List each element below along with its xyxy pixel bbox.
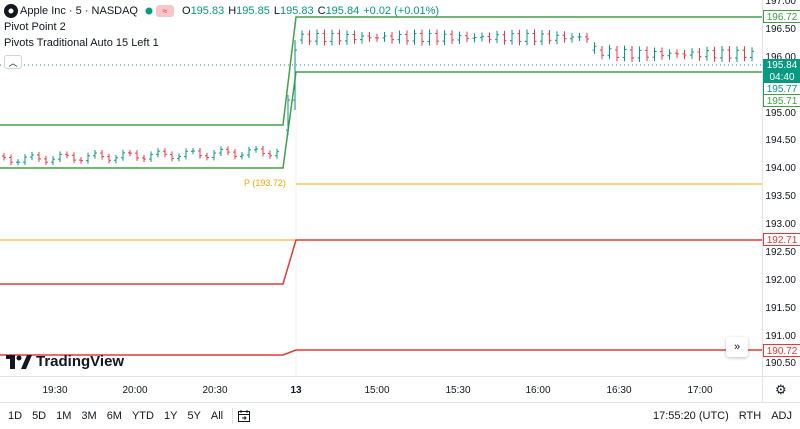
time-axis[interactable]: 19:30 20:00 20:30 13 15:00 15:30 16:00 16:30 17:… — [0, 376, 762, 402]
bottom-toolbar: 1D 5D 1M 3M 6M YTD 1Y 5Y All 17:55:20 (UTC) RTH … — [0, 402, 800, 428]
compare-icon[interactable]: ≈ — [156, 5, 174, 17]
time-tick-label: 20:30 — [202, 385, 228, 396]
ohlc-open-key: O — [182, 5, 191, 17]
range-button-1m[interactable]: 1M — [56, 409, 72, 422]
price-tick-label: 191.50 — [765, 303, 796, 314]
symbol-logo-icon[interactable] — [4, 4, 18, 18]
price-chart[interactable] — [0, 0, 762, 376]
price-tick-label: 193.50 — [765, 191, 796, 202]
bottom-right-controls: 17:55:20 (UTC) RTH ADJ — [653, 403, 792, 429]
ohlc-low-value: 195.83 — [279, 5, 314, 17]
indicator-pivots-traditional[interactable]: Pivots Traditional Auto 15 Left 1 — [4, 35, 443, 51]
range-button-5y[interactable]: 5Y — [187, 409, 201, 422]
bar-countdown-tag: 04:40 — [763, 71, 800, 84]
price-tick-label: 197.00 — [765, 0, 796, 7]
range-button-3m[interactable]: 3M — [81, 409, 97, 422]
pivot-s-tag-2: 190.72 — [763, 344, 800, 357]
ohlc-low-key: L — [273, 5, 280, 17]
ohlc-high-key: H — [228, 5, 237, 17]
range-button-1d[interactable]: 1D — [8, 409, 23, 422]
pivot-r1-tag: 196.72 — [763, 10, 800, 23]
separator — [232, 407, 234, 424]
price-tick-label: 196.50 — [765, 24, 796, 35]
ohlc-change: +0.02 (+0.01%) — [363, 5, 440, 17]
lower-green-tag: 195.71 — [763, 94, 800, 107]
range-button-1y[interactable]: 1Y — [163, 409, 178, 422]
range-button-all[interactable]: All — [210, 409, 224, 422]
pivot-s1-line — [0, 239, 762, 285]
time-tick-label: 13 — [290, 385, 302, 396]
time-tick-label: 16:00 — [525, 385, 551, 396]
indicator-pivots-traditional-label[interactable]: Pivots Traditional Auto 15 Left 1 — [4, 37, 159, 49]
pivot-r-line — [0, 16, 762, 126]
indicator-pivot-point-label[interactable]: Pivot Point 2 — [4, 21, 66, 33]
price-tick-label: 196.00 — [765, 52, 796, 63]
price-tick-label: 191.00 — [765, 331, 796, 342]
chart-legend: Apple Inc · 5 · NASDAQ ≈ O 195.83 H 195.85… — [4, 3, 443, 69]
ohlc-close-value: 195.84 — [325, 5, 360, 17]
gear-icon[interactable]: ⚙ — [775, 382, 787, 397]
chart-pane[interactable]: Apple Inc · 5 · NASDAQ ≈ O 195.83 H 195.85… — [0, 0, 762, 376]
date-range-buttons: 1D 5D 1M 3M 6M YTD 1Y 5Y All — [0, 410, 228, 422]
chart-settings-corner[interactable]: ⚙ — [762, 376, 800, 402]
price-axis[interactable]: 197.00196.50196.00195.50195.00194.50194.… — [762, 0, 800, 376]
utc-clock[interactable]: 17:55:20 (UTC) — [652, 410, 729, 422]
pivot-r2-line — [0, 71, 762, 169]
time-tick-label: 16:30 — [606, 385, 632, 396]
range-button-6m[interactable]: 6M — [106, 409, 122, 422]
calendar-range-icon[interactable] — [237, 409, 251, 423]
pivot-s-tag-1: 192.71 — [763, 233, 800, 246]
collapse-legend-button[interactable]: ︿ — [4, 55, 22, 69]
scroll-to-realtime-icon: » — [733, 341, 741, 353]
price-tick-label: 192.00 — [765, 275, 796, 286]
price-tick-label: 195.00 — [765, 108, 796, 119]
tradingview-logo-icon — [6, 354, 32, 369]
time-tick-label: 20:00 — [122, 385, 148, 396]
ohlc-close-key: C — [317, 5, 326, 17]
session-toggle[interactable]: RTH — [738, 410, 762, 422]
symbol-title[interactable]: Apple Inc · 5 · NASDAQ — [20, 5, 138, 17]
tradingview-logo-text: TradingView — [36, 353, 125, 370]
chevron-up-icon: ︿ — [8, 57, 18, 68]
tradingview-logo[interactable]: TradingView — [6, 353, 124, 370]
current-price-tag: 195.84 — [763, 59, 800, 72]
time-tick-label: 15:30 — [445, 385, 471, 396]
adjust-toggle[interactable]: ADJ — [771, 410, 792, 422]
ohlc-high-value: 195.85 — [236, 5, 270, 17]
ohlc-open-value: 195.83 — [190, 5, 225, 17]
price-tick-label: 190.50 — [765, 358, 796, 369]
price-tick-label: 193.00 — [765, 219, 796, 230]
time-tick-label: 19:30 — [42, 385, 68, 396]
market-status-icon[interactable] — [144, 6, 154, 16]
legend-symbol-row: Apple Inc · 5 · NASDAQ ≈ O 195.83 H 195.85… — [4, 3, 443, 19]
pivot-s2-line — [0, 349, 762, 356]
price-tick-label: 194.50 — [765, 135, 796, 146]
range-button-5d[interactable]: 5D — [32, 409, 47, 422]
indicator-pivot-point[interactable]: Pivot Point 2 — [4, 19, 443, 35]
range-button-ytd[interactable]: YTD — [131, 409, 154, 422]
price-tick-label: 194.00 — [765, 163, 796, 174]
scroll-to-realtime-button[interactable]: » — [726, 337, 748, 357]
price-tick-label: 192.50 — [765, 247, 796, 258]
time-tick-label: 17:00 — [687, 385, 713, 396]
time-tick-label: 15:00 — [364, 385, 390, 396]
pivot-p-label: P (193.72) — [244, 178, 286, 188]
